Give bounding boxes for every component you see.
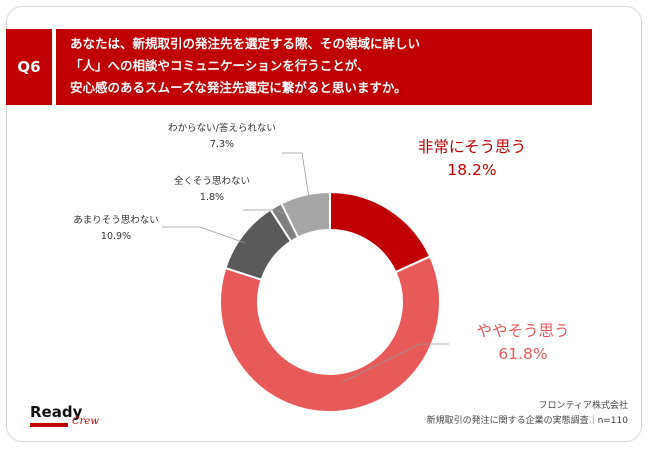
label-strongly-agree-text: 非常にそう思う (417, 138, 527, 156)
leader-line-not-really (162, 226, 246, 244)
question-line-2: 「人」への相談やコミュニケーションを行うことが、 (70, 58, 370, 73)
logo-sub-text: Crew (72, 416, 99, 427)
label-not-really: あまりそう思わない 10.9% (58, 213, 174, 245)
label-strongly-agree: 非常にそう思う 18.2% (392, 136, 552, 182)
logo-main-text: Ready (30, 403, 83, 421)
question-line-1: あなたは、新規取引の発注先を選定する際、その領域に詳しい (70, 36, 421, 51)
label-not-really-text: あまりそう思わない (73, 215, 159, 226)
leader-line-not-at-all (243, 209, 285, 215)
label-strongly-agree-value: 18.2% (447, 161, 497, 179)
label-not-at-all: 全くそう思わない 1.8% (157, 174, 267, 206)
ready-crew-logo: Ready Crew (30, 403, 100, 433)
slice-strongly-agree (329, 190, 432, 274)
label-dont-know: わからない/答えられない 7.3% (152, 121, 292, 153)
question-line-3: 安心感のあるスムーズな発注先選定に繋がると思いますか。 (70, 80, 407, 95)
slice-dont-know (279, 190, 331, 239)
label-dont-know-value: 7.3% (209, 139, 235, 150)
source-survey: 新規取引の発注に関する企業の実態調査｜n=110 (426, 416, 628, 426)
leader-line-somewhat (341, 343, 449, 383)
label-not-at-all-text: 全くそう思わない (173, 176, 250, 187)
source-company: フロンティア株式会社 (538, 401, 628, 411)
label-somewhat-agree-value: 61.8% (498, 345, 548, 363)
label-somewhat-agree: ややそう思う 61.8% (450, 320, 596, 366)
leader-line-dont-know (282, 152, 310, 199)
question-number: Q6 (17, 58, 41, 76)
label-not-at-all-value: 1.8% (199, 192, 225, 203)
label-not-really-value: 10.9% (100, 231, 132, 242)
question-number-badge: Q6 (6, 29, 52, 105)
question-box: あなたは、新規取引の発注先を選定する際、その領域に詳しい 「人」への相談やコミュ… (56, 29, 592, 105)
logo-bar (30, 423, 68, 427)
label-somewhat-agree-text: ややそう思う (476, 322, 570, 340)
source-note: フロンティア株式会社 新規取引の発注に関する企業の実態調査｜n=110 (427, 399, 628, 429)
slice-somewhat-agree (219, 255, 441, 413)
label-dont-know-text: わからない/答えられない (168, 123, 276, 134)
card-frame (6, 6, 642, 442)
